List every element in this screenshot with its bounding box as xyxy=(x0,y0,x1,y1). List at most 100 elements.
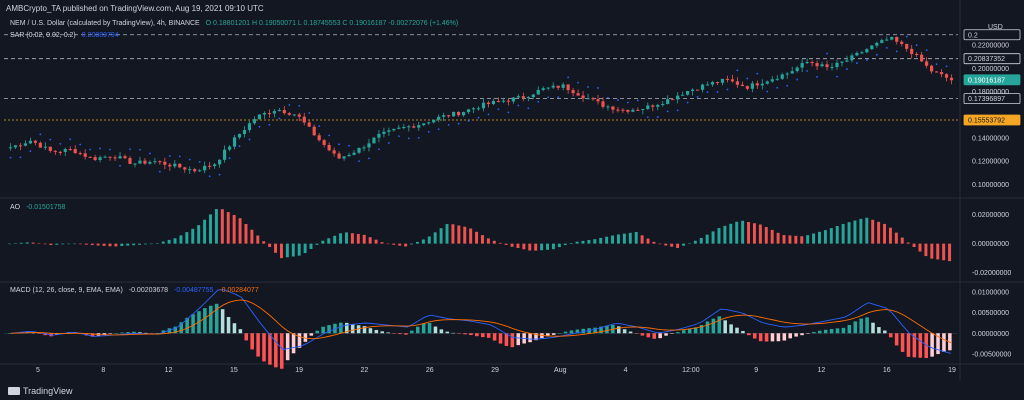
sar-dot xyxy=(278,117,281,120)
x-tick-label: 19 xyxy=(948,367,956,374)
ao-bar xyxy=(492,240,496,244)
ao-bar xyxy=(752,223,756,244)
macd-hist-bar xyxy=(516,333,521,346)
candle-body xyxy=(855,52,859,56)
candle-body xyxy=(38,142,42,148)
ao-bar xyxy=(43,243,47,245)
ao-bar xyxy=(96,243,100,246)
sar-dot xyxy=(517,104,520,107)
ao-bar xyxy=(900,237,904,244)
candle-body xyxy=(775,78,779,80)
ao-bar xyxy=(209,214,212,244)
candle-body xyxy=(676,95,680,100)
candle-body xyxy=(496,100,501,102)
candle-body xyxy=(53,150,57,152)
ao-bar xyxy=(333,235,337,244)
macd-hist-bar xyxy=(155,333,160,334)
candle-body xyxy=(730,79,735,82)
macd-hist-bar xyxy=(770,333,775,342)
macd-hist-bar xyxy=(262,333,266,362)
macd-hist-bar xyxy=(894,333,899,346)
macd-histogram xyxy=(8,303,952,369)
macd-hist-bar xyxy=(321,326,325,334)
ao-label: AO xyxy=(10,204,21,211)
ao-bar xyxy=(143,243,147,245)
ao-bar xyxy=(439,228,443,244)
macd-hist-bar xyxy=(8,333,12,334)
sar-dot xyxy=(477,116,480,119)
macd-hist-bar xyxy=(126,332,130,334)
candle-body xyxy=(317,135,321,141)
candle-body xyxy=(133,163,137,165)
macd-hist-bar xyxy=(664,333,668,336)
x-tick-label: 12 xyxy=(818,367,826,374)
candle-body xyxy=(213,164,217,167)
macd-hist-bar xyxy=(350,324,355,334)
ao-bar xyxy=(327,238,331,244)
ao-bar xyxy=(457,225,461,244)
candle-body xyxy=(208,165,212,167)
sar-dot xyxy=(676,109,679,112)
symbol-label[interactable]: NEM / U.S. Dollar (calculated by Trading… xyxy=(10,20,200,27)
ao-bar xyxy=(285,243,289,258)
ao-bar xyxy=(924,243,928,257)
sar-dot xyxy=(796,78,799,81)
ao-bar xyxy=(823,230,827,244)
ao-bar xyxy=(78,243,82,245)
ao-value: -0.01501758 xyxy=(26,204,66,211)
macd-hist-bar xyxy=(220,309,225,334)
ao-bar xyxy=(883,223,887,244)
signal-line xyxy=(10,299,952,344)
price-tag-box xyxy=(963,114,1021,126)
candle-body xyxy=(671,99,675,101)
ao-bar xyxy=(469,228,473,244)
ao-bar xyxy=(49,243,53,246)
ao-bar xyxy=(723,225,727,244)
price-tag-label: 0.15553792 xyxy=(968,117,1005,124)
sar-dot xyxy=(407,137,410,140)
macd-hist-bar xyxy=(398,333,402,335)
sar-dot xyxy=(756,72,759,75)
ao-bar xyxy=(19,242,23,244)
ao-bar xyxy=(646,238,650,244)
ao-bar xyxy=(356,234,360,244)
candle-body xyxy=(681,94,685,96)
ao-bar xyxy=(279,243,283,259)
macd-tick-label: 0.00000000 xyxy=(972,331,1009,338)
x-tick-label: 12 xyxy=(165,367,173,374)
macd-hist-bar xyxy=(439,329,444,334)
ao-bar xyxy=(871,219,875,244)
macd-hist-bar xyxy=(309,333,314,336)
macd-hist-bar xyxy=(616,326,621,334)
sar-dot xyxy=(846,68,848,70)
macd-hist-bar xyxy=(173,326,178,334)
candle-body xyxy=(471,108,476,110)
ao-bar xyxy=(776,232,780,244)
sar-dot xyxy=(79,143,82,146)
candle-body xyxy=(287,113,291,115)
candle-body xyxy=(486,102,491,105)
candle-body xyxy=(262,113,267,115)
macd-hist-bar xyxy=(339,322,343,334)
sar-legend[interactable]: SAR (0.02, 0.02, 0.2) 0.20889794 xyxy=(10,32,123,39)
ao-legend[interactable]: AO -0.01501758 xyxy=(10,204,69,211)
candle-body xyxy=(18,145,23,147)
candle-body xyxy=(98,157,102,160)
sar-dot xyxy=(746,77,749,80)
sar-dot xyxy=(268,123,271,126)
candle-body xyxy=(546,87,550,89)
ao-bar xyxy=(55,243,59,245)
sar-dot xyxy=(39,133,42,136)
macd-hist-bar xyxy=(682,330,686,334)
tradingview-logo[interactable]: TradingView xyxy=(8,386,73,396)
macd-hist-bar xyxy=(676,332,680,334)
macd-hist-bar xyxy=(362,326,367,334)
macd-legend[interactable]: MACD (12, 26, close, 9, EMA, EMA) -0.002… xyxy=(10,287,263,294)
candle-body xyxy=(845,60,849,62)
ao-bar xyxy=(628,232,632,244)
ao-bar xyxy=(581,240,585,244)
ao-bar xyxy=(8,243,11,245)
ao-bar xyxy=(238,218,242,244)
macd-label: MACD (12, 26, close, 9, EMA, EMA) xyxy=(10,287,123,294)
